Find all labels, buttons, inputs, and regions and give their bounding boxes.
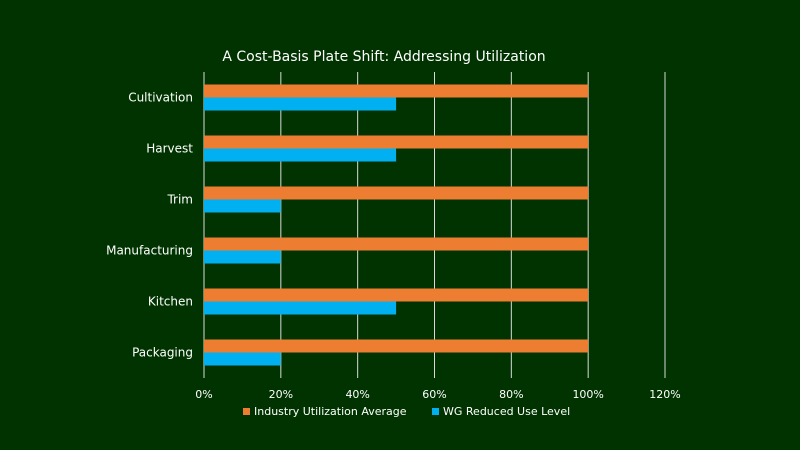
- legend-label: WG Reduced Use Level: [443, 405, 570, 418]
- x-tick-labels: 0% 20% 40% 60% 80% 100% 120%: [195, 388, 680, 401]
- category-label: Harvest: [146, 142, 193, 156]
- bar-wg-trim: [204, 199, 281, 213]
- bar-industry-packaging: [204, 339, 589, 353]
- x-tick-label: 40%: [345, 388, 369, 401]
- bar-industry-harvest: [204, 135, 589, 149]
- bar-wg-kitchen: [204, 301, 397, 315]
- x-tick-label: 100%: [572, 388, 603, 401]
- category-labels: Cultivation Harvest Trim Manufacturing Kitch…: [106, 91, 193, 360]
- category-label: Cultivation: [128, 91, 193, 105]
- category-label: Manufacturing: [106, 244, 193, 258]
- category-label: Kitchen: [148, 295, 193, 309]
- legend-label: Industry Utilization Average: [254, 405, 407, 418]
- bar-wg-packaging: [204, 352, 281, 366]
- gridlines: [203, 72, 666, 378]
- bar-industry-manufacturing: [204, 237, 589, 251]
- x-tick-label: 0%: [195, 388, 212, 401]
- bar-industry-cultivation: [204, 84, 589, 98]
- bar-wg-cultivation: [204, 97, 397, 111]
- x-tick-label: 60%: [422, 388, 446, 401]
- legend: Industry Utilization Average WG Reduced U…: [243, 405, 570, 418]
- category-label: Packaging: [132, 346, 193, 360]
- legend-swatch: [243, 408, 250, 415]
- bar-wg-harvest: [204, 148, 397, 162]
- legend-swatch: [432, 408, 439, 415]
- category-label: Trim: [166, 193, 193, 207]
- bar-industry-trim: [204, 186, 589, 200]
- bar-industry-kitchen: [204, 288, 589, 302]
- bars: [204, 84, 589, 366]
- x-tick-label: 80%: [499, 388, 523, 401]
- x-tick-label: 20%: [269, 388, 293, 401]
- x-tick-label: 120%: [649, 388, 680, 401]
- chart-title: A Cost-Basis Plate Shift: Addressing Uti…: [222, 49, 545, 65]
- bar-wg-manufacturing: [204, 250, 281, 264]
